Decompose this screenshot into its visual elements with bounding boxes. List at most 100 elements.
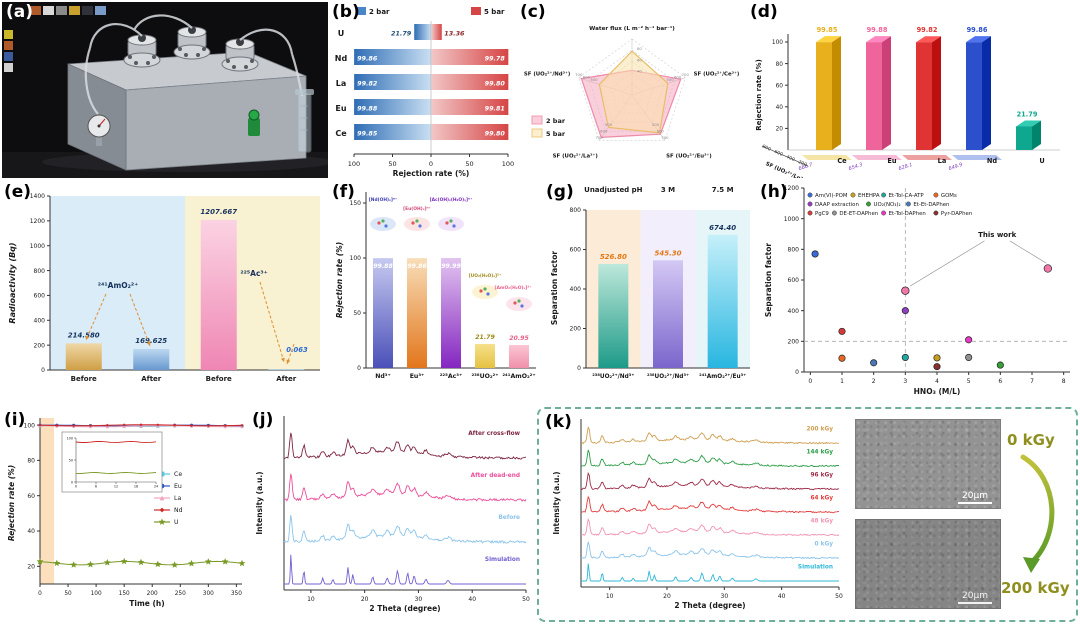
svg-text:0.063: 0.063 [286,346,308,354]
svg-text:700: 700 [575,72,583,77]
svg-text:U: U [1039,157,1044,165]
svg-text:99.86: 99.86 [407,263,427,270]
svg-text:Simulation: Simulation [485,557,520,563]
svg-text:526.80: 526.80 [600,253,627,261]
svg-text:²³⁸UO₂²⁺/Nd³⁺: ²³⁸UO₂²⁺/Nd³⁺ [592,373,634,380]
svg-text:0 kGy: 0 kGy [815,541,834,547]
svg-text:60: 60 [776,83,784,89]
svg-text:200: 200 [147,591,158,597]
panel-i-chart: 20 40 60 80 100 0 50 100 150 200 250 300 350 Time (h)… [2,408,248,622]
svg-text:20: 20 [27,564,35,571]
svg-text:700: 700 [595,135,603,140]
svg-text:Pyr-DAPhen: Pyr-DAPhen [941,211,972,217]
svg-text:1400: 1400 [30,193,45,200]
svg-text:0: 0 [357,365,361,372]
svg-text:[AmO₂(H₂O)ₓ]²⁺: [AmO₂(H₂O)ₓ]²⁺ [494,285,532,291]
svg-text:80: 80 [27,458,35,465]
panel-label-b: (b) [332,2,360,22]
svg-text:99.86: 99.86 [357,55,378,63]
svg-text:0: 0 [41,367,45,374]
svg-text:24: 24 [154,485,158,489]
svg-text:Ce: Ce [837,157,847,165]
irradiation-xrd-chart: 10 20 30 40 50 2 Theta (degree) Intensity (a.u… [552,419,843,610]
panel-label-j: (j) [252,410,274,430]
svg-text:1207.667: 1207.667 [200,208,237,216]
svg-text:60: 60 [637,57,642,62]
xrd-chart: 10 20 30 40 50 2 Theta (degree) Intensity (a.u… [255,416,530,613]
svg-text:6: 6 [998,378,1002,385]
svg-text:²²⁵Ac³⁺: ²²⁵Ac³⁺ [240,269,267,278]
svg-text:144 kGy: 144 kGy [806,449,833,455]
svg-text:Separation factor: Separation factor [764,243,773,317]
svg-text:²⁴¹AmO₂²⁺: ²⁴¹AmO₂²⁺ [98,281,138,290]
svg-text:1200: 1200 [784,185,799,192]
svg-text:6: 6 [95,485,97,489]
panel-label-a: (a) [6,2,34,22]
svg-text:150: 150 [119,591,130,597]
svg-text:20: 20 [776,127,784,133]
svg-text:La: La [938,157,947,165]
svg-text:200: 200 [797,159,808,168]
panel-c-chart: Water flux (L m⁻² h⁻¹ bar⁻¹) SF (UO₂²⁺/Ce… [518,0,746,178]
svg-text:500: 500 [605,122,613,127]
svg-text:2 Theta (degree): 2 Theta (degree) [674,601,745,610]
svg-text:Separation factor: Separation factor [550,251,559,325]
svg-text:99.85: 99.85 [357,130,378,138]
svg-text:500: 500 [652,122,660,127]
svg-text:U: U [338,29,345,38]
scale-bar: 20μm [958,491,992,504]
svg-text:UO₂(NO₃)₂: UO₂(NO₃)₂ [874,202,901,208]
svg-text:SF (UO₂²⁺/La³⁺): SF (UO₂²⁺/La³⁺) [553,153,598,160]
svg-text:After cross-flow: After cross-flow [468,431,520,437]
scale-label: 20μm [962,590,988,601]
svg-text:Rejection rate (%): Rejection rate (%) [393,169,470,178]
svg-text:48 kGy: 48 kGy [811,518,834,524]
svg-text:Water flux (L m⁻² h⁻¹ bar⁻¹): Water flux (L m⁻² h⁻¹ bar⁻¹) [589,25,675,32]
svg-text:300: 300 [203,591,214,597]
svg-text:21.79: 21.79 [1017,110,1038,118]
svg-text:Eu: Eu [174,483,182,490]
svg-text:This work: This work [978,231,1016,239]
svg-text:2 bar: 2 bar [369,8,390,16]
svg-text:700: 700 [682,72,690,77]
svg-text:600: 600 [570,247,582,254]
pressure-gauge [87,114,111,146]
svg-text:7.5 M: 7.5 M [712,186,734,194]
svg-text:64 kGy: 64 kGy [811,495,834,501]
svg-text:99.88: 99.88 [357,105,378,113]
svg-text:3 M: 3 M [661,186,675,194]
svg-text:Et-Tol-CA-ATP: Et-Tol-CA-ATP [889,193,925,199]
svg-text:214.580: 214.580 [68,331,100,339]
svg-text:0: 0 [795,369,799,376]
svg-text:[Eu(OH)ₓ]ⁿ⁺: [Eu(OH)ₓ]ⁿ⁺ [403,206,431,212]
svg-text:50: 50 [465,160,473,168]
svg-text:Rejection rate (%): Rejection rate (%) [755,59,763,131]
graduated-cylinder [295,89,314,153]
svg-text:50: 50 [835,593,843,600]
svg-text:2 bar: 2 bar [546,117,566,125]
svg-text:Et-Tol-DAPhen: Et-Tol-DAPhen [889,211,926,217]
svg-text:5 bar: 5 bar [546,130,566,138]
svg-text:18: 18 [134,485,138,489]
svg-text:400: 400 [785,154,796,163]
radar-chart: Water flux (L m⁻² h⁻¹ bar⁻¹) SF (UO₂²⁺/Ce… [524,25,739,160]
svg-text:²²⁵Ac³⁺: ²²⁵Ac³⁺ [440,373,463,380]
panel-label-f: (f) [332,182,355,202]
svg-text:400: 400 [570,286,582,293]
svg-text:GOMs: GOMs [941,193,957,199]
svg-text:Intensity (a.u.): Intensity (a.u.) [255,471,264,534]
svg-text:After dead-end: After dead-end [471,473,520,479]
svg-text:100: 100 [502,160,514,168]
svg-text:Before: Before [206,375,232,383]
svg-text:DE-ET-DAPhen: DE-ET-DAPhen [839,211,878,217]
svg-text:SF (UO₂²⁺/Eu³⁺): SF (UO₂²⁺/Eu³⁺) [666,153,712,160]
svg-text:La: La [174,495,181,502]
panel-d-chart: 20 40 60 80 100 Rejection rate (%) 666.7 654.3 6… [748,0,1078,185]
svg-text:21.79: 21.79 [475,334,495,341]
svg-text:50: 50 [64,591,72,597]
svg-text:EHEHPA: EHEHPA [858,193,880,199]
svg-text:40: 40 [27,528,35,535]
svg-text:99.88: 99.88 [867,26,888,34]
